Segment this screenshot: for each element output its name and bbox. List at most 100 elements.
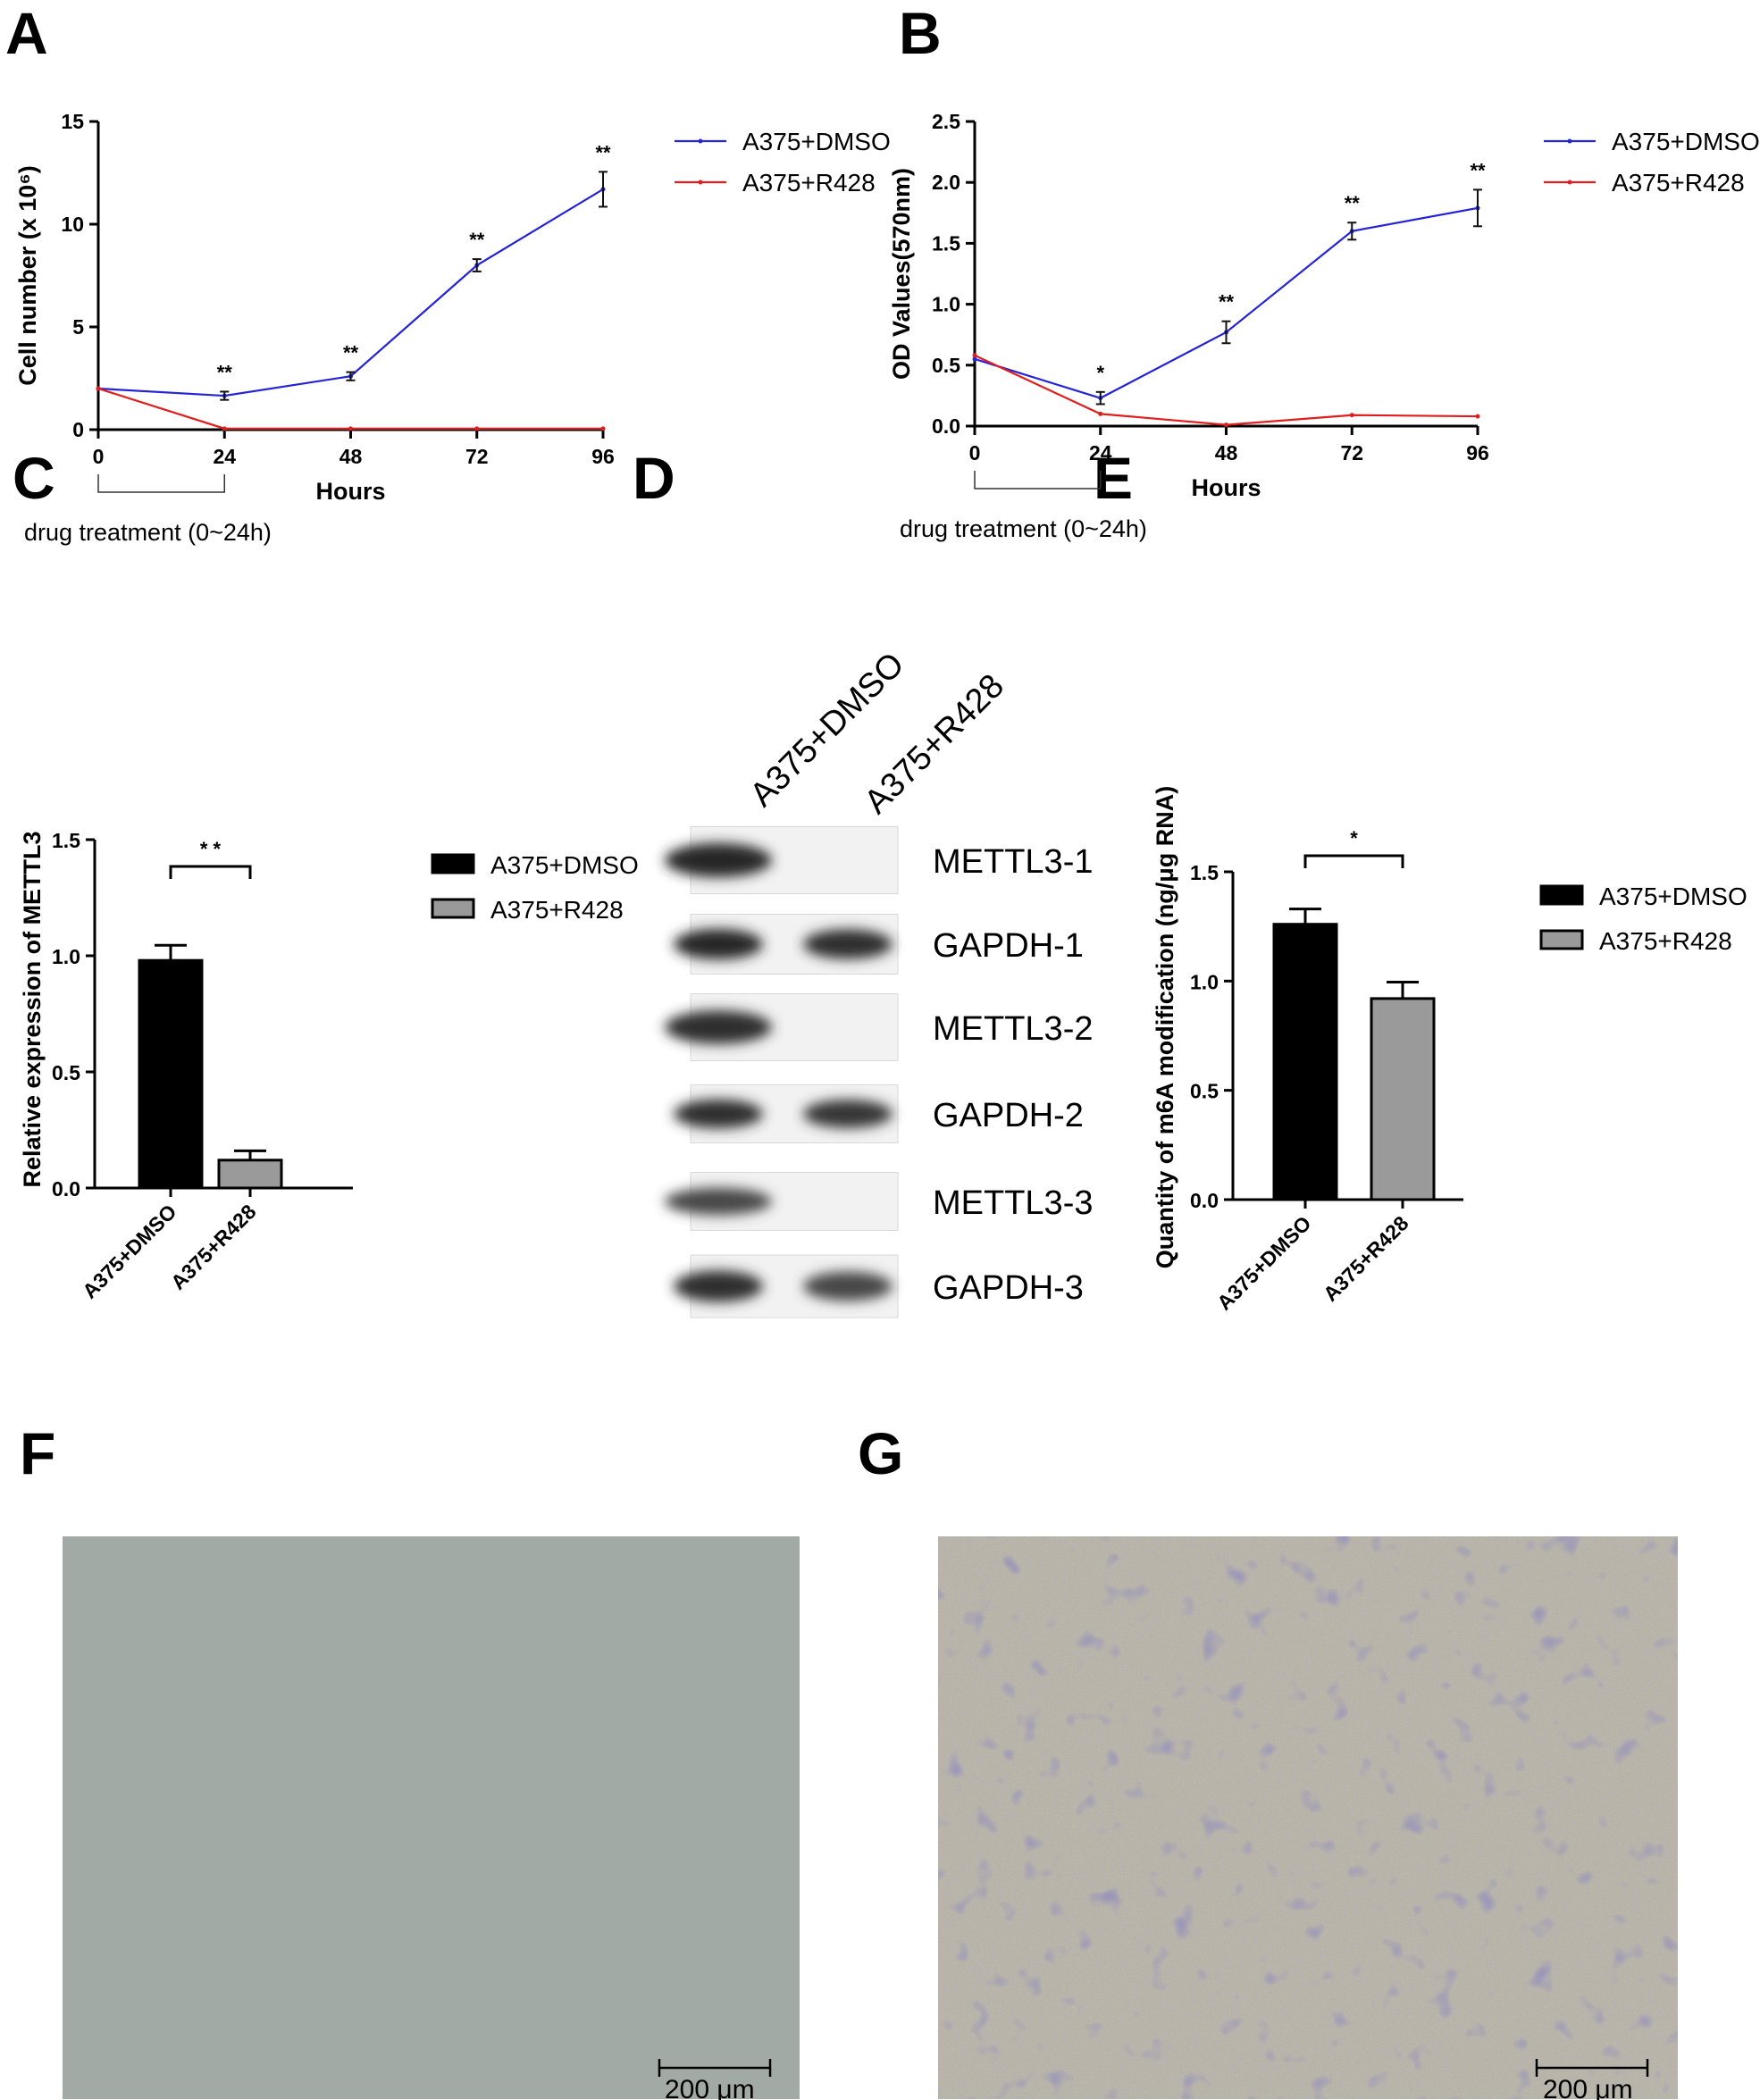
- blot-band: [803, 1271, 893, 1301]
- chart-b-data-point: [972, 353, 977, 358]
- chart-a-x-tick-label: 72: [465, 445, 489, 468]
- chart-a-cell-number: 0 5 10 15 0 24 48 72 96 Hours Cell number (x 10⁶) *…: [14, 110, 891, 546]
- micrograph-f-texture: [63, 1536, 800, 2099]
- chart-c-x-tick-label: A375+R428: [166, 1200, 261, 1294]
- chart-b-x-tick-label: 0: [969, 441, 981, 464]
- blot-row-label: METTL3-3: [933, 1184, 1093, 1222]
- chart-c-legend-swatch: [431, 898, 475, 919]
- chart-a-x-tick-label: 24: [213, 445, 236, 468]
- chart-b-legend-label: A375+DMSO: [1612, 128, 1760, 155]
- scale-bar-f-label: 200 μm: [665, 2075, 755, 2100]
- chart-b-significance: *: [1096, 362, 1104, 384]
- chart-b-x-tick-label: 72: [1340, 441, 1363, 464]
- panel-label-g: G: [858, 1420, 903, 1486]
- chart-e-y-tick-label: 1.0: [1190, 970, 1219, 993]
- blot-band: [674, 928, 763, 960]
- chart-b-x-tick-label: 24: [1089, 441, 1112, 464]
- blot-row-label: GAPDH-2: [933, 1097, 1084, 1134]
- chart-e-significance-bracket: [1303, 854, 1404, 868]
- chart-b-data-point: [1349, 413, 1354, 418]
- chart-e-y-axis-title: Quantity of m6A modification (ng/μg RNA): [1152, 786, 1178, 1269]
- scale-bar-g-label: 200 μm: [1543, 2075, 1633, 2100]
- chart-a-y-axis-title: Cell number (x 10⁶): [14, 165, 41, 386]
- chart-e-significance: *: [1350, 827, 1358, 849]
- chart-a-x-tick-label: 96: [591, 445, 615, 468]
- chart-a-significance: **: [217, 361, 233, 383]
- blot-row-label: METTL3-1: [933, 843, 1093, 881]
- chart-e-x-tick-label: A375+DMSO: [1212, 1211, 1316, 1315]
- chart-b-y-axis-title: OD Values(570nm): [888, 168, 915, 380]
- chart-a-significance: **: [595, 141, 611, 163]
- chart-b-treatment-note: drug treatment (0~24h): [900, 515, 1147, 542]
- chart-e-legend-swatch: [1539, 884, 1584, 906]
- blot-row-label: GAPDH-1: [933, 927, 1084, 965]
- panel-label-a: A: [5, 0, 48, 66]
- chart-c-bar: [217, 1159, 283, 1190]
- blot-band: [803, 1100, 893, 1128]
- chart-b-y-tick-label: 2.5: [932, 110, 960, 133]
- chart-e-bar: [1272, 923, 1338, 1201]
- chart-a-treatment-note: drug treatment (0~24h): [24, 519, 272, 546]
- panel-label-b: B: [899, 0, 942, 66]
- chart-c-mettl3-expression: 0.0 0.5 1.0 1.5 Relative expression of METTL…: [19, 829, 639, 1303]
- blot-band: [665, 1187, 772, 1216]
- chart-e-y-tick-label: 0.0: [1190, 1189, 1219, 1212]
- chart-e-y-tick-label: 0.5: [1190, 1080, 1219, 1103]
- chart-c-y-tick-label: 1.5: [52, 829, 80, 852]
- chart-c-legend-swatch: [431, 853, 475, 874]
- chart-a-x-tick-label: 0: [93, 445, 105, 468]
- chart-c-legend-label: A375+R428: [490, 896, 624, 924]
- blot-band: [674, 1099, 763, 1129]
- chart-a-data-point: [222, 426, 227, 431]
- chart-b-y-tick-label: 2.0: [932, 171, 960, 194]
- chart-a-legend-marker: [698, 138, 703, 144]
- chart-b-data-point: [1475, 414, 1480, 419]
- panel-label-c: C: [13, 445, 55, 511]
- chart-b-series-line: [974, 354, 1479, 426]
- chart-a-significance: **: [343, 342, 359, 364]
- chart-b-treatment-bracket: [974, 471, 1102, 489]
- chart-e-bar: [1370, 997, 1436, 1201]
- chart-b-x-tick-label: 48: [1215, 441, 1238, 464]
- chart-a-x-tick-label: 48: [339, 445, 363, 468]
- chart-b-x-axis-title: Hours: [1191, 474, 1261, 501]
- micrograph-g-stain: [938, 1536, 1678, 2099]
- panel-label-f: F: [20, 1420, 55, 1486]
- chart-a-data-point: [348, 426, 353, 431]
- chart-b-significance: **: [1345, 192, 1361, 214]
- chart-b-significance: **: [1219, 291, 1235, 314]
- micrograph-f: 200 μm: [63, 1536, 800, 2100]
- chart-b-y-tick-label: 1.5: [932, 231, 960, 255]
- chart-a-y-tick-label: 5: [72, 315, 84, 339]
- chart-c-significance-bracket: [169, 865, 252, 879]
- blot-row-label: METTL3-2: [933, 1010, 1093, 1048]
- chart-e-m6a-quantity: 0.0 0.5 1.0 1.5 Quantity of m6A modification…: [1152, 786, 1747, 1315]
- chart-a-legend-marker: [698, 180, 703, 185]
- chart-a-data-point: [474, 426, 480, 431]
- chart-b-data-point: [1224, 423, 1228, 428]
- blot-row-label: GAPDH-3: [933, 1269, 1084, 1307]
- blot-band: [803, 929, 893, 959]
- chart-a-treatment-bracket: [97, 474, 225, 493]
- chart-a-x-axis-title: Hours: [315, 478, 385, 505]
- blot-band: [665, 1010, 772, 1044]
- chart-a-legend-label: A375+R428: [742, 169, 876, 197]
- chart-e-legend-label: A375+R428: [1599, 927, 1732, 955]
- chart-e-y-tick-label: 1.5: [1190, 861, 1219, 884]
- chart-b-x-tick-label: 96: [1466, 441, 1489, 464]
- chart-a-series-line: [97, 387, 603, 430]
- chart-a-data-point: [600, 426, 606, 431]
- chart-b-data-point: [972, 356, 977, 362]
- chart-a-series-line: [97, 188, 604, 397]
- blot-band: [665, 842, 772, 878]
- chart-e-legend-label: A375+DMSO: [1599, 883, 1747, 910]
- western-blot: A375+DMSOA375+R428METTL3-1GAPDH-1METTL3-…: [665, 646, 1093, 1318]
- chart-b-y-tick-label: 0.0: [932, 414, 960, 438]
- chart-c-significance: * *: [200, 838, 222, 860]
- chart-c-bar: [138, 958, 204, 1190]
- chart-b-legend-marker: [1567, 180, 1572, 185]
- chart-b-data-point: [1098, 411, 1103, 416]
- panel-label-d: D: [633, 445, 675, 511]
- chart-a-y-tick-label: 15: [61, 110, 84, 133]
